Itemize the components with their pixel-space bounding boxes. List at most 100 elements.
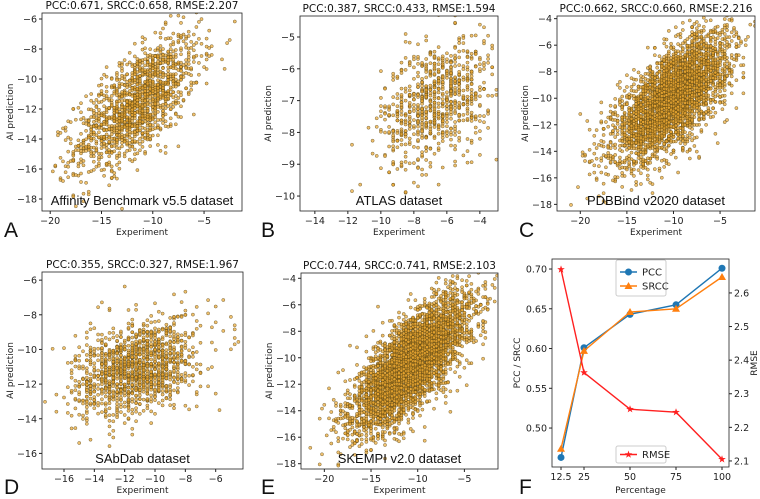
scatter-point <box>583 159 587 163</box>
panel-letter: B <box>261 219 275 242</box>
scatter-point <box>395 145 400 150</box>
scatter-point <box>580 153 585 158</box>
scatter-point <box>634 180 639 184</box>
scatter-point <box>727 81 732 85</box>
scatter-point <box>207 28 212 33</box>
panel-letter: A <box>4 219 18 242</box>
scatter-point <box>457 55 462 60</box>
scatter-point <box>391 182 396 187</box>
scatter-point <box>715 67 720 71</box>
scatter-point <box>725 40 729 44</box>
scatter-point <box>604 172 608 176</box>
scatter-point <box>625 85 629 89</box>
scatter-point <box>445 90 449 95</box>
scatter-point <box>399 100 404 105</box>
scatter-point <box>412 145 416 149</box>
scatter-point <box>469 56 474 61</box>
scatter-point <box>632 174 636 178</box>
scatter-point <box>403 120 408 124</box>
scatter-point <box>692 35 697 39</box>
scatter-point <box>204 36 209 41</box>
scatter-point <box>143 126 147 131</box>
scatter-point <box>412 57 416 62</box>
x-tick-label: −12 <box>338 216 358 227</box>
scatter-point <box>156 63 160 68</box>
scatter-point <box>387 107 391 112</box>
scatter-point <box>166 65 171 70</box>
scatter-point <box>140 114 145 118</box>
scatter-point <box>135 168 140 172</box>
scatter-point <box>379 114 383 119</box>
scatter-point <box>383 86 387 91</box>
scatter-point <box>109 94 114 98</box>
scatter-point <box>687 18 692 23</box>
scatter-point <box>403 86 408 91</box>
scatter-point <box>181 15 186 20</box>
scatter-point <box>725 28 729 33</box>
scatter-point <box>132 111 137 116</box>
scatter-point <box>420 167 424 172</box>
scatter-point <box>449 54 453 58</box>
scatter-point <box>73 173 78 177</box>
scatter-point <box>627 164 632 169</box>
scatter-point <box>109 175 114 180</box>
scatter-point <box>711 83 715 87</box>
scatter-point <box>428 93 433 98</box>
scatter-point <box>153 94 158 98</box>
scatter-point <box>743 38 748 42</box>
scatter-point <box>135 75 140 79</box>
scatter-point <box>125 148 129 153</box>
scatter-point <box>416 113 420 118</box>
scatter-point <box>87 238 90 241</box>
scatter-point <box>143 51 147 56</box>
scatter-point <box>478 114 482 118</box>
scatter-point <box>585 196 590 201</box>
scatter-point <box>135 98 140 103</box>
scatter-point <box>199 17 204 21</box>
scatter-point <box>722 17 727 21</box>
scatter-point <box>391 74 396 79</box>
scatter-point <box>482 87 486 92</box>
scatter-point <box>194 80 199 85</box>
scatter-point <box>148 103 153 107</box>
scatter-point <box>659 175 664 180</box>
scatter-point <box>84 94 88 99</box>
scatter-point <box>469 115 474 120</box>
scatter-point <box>163 37 168 41</box>
scatter-point <box>416 93 420 97</box>
scatter-point <box>478 85 482 89</box>
scatter-point <box>102 135 106 139</box>
scatter-points <box>50 13 237 241</box>
scatter-point <box>99 168 104 173</box>
scatter-point <box>407 88 412 93</box>
scatter-point <box>135 132 140 136</box>
scatter-point <box>171 81 176 86</box>
scatter-point <box>387 125 391 129</box>
scatter-point <box>424 149 429 153</box>
scatter-point <box>701 28 706 33</box>
scatter-point <box>432 55 437 59</box>
scatter-point <box>140 139 145 144</box>
scatter-point <box>370 151 375 156</box>
scatter-point <box>171 105 176 109</box>
scatter-point <box>604 165 608 170</box>
scatter-point <box>424 172 429 177</box>
scatter-point <box>127 157 132 162</box>
scatter-point <box>86 123 91 128</box>
scatter-point <box>140 108 145 113</box>
scatter-point <box>86 148 91 152</box>
scatter-point <box>153 115 158 120</box>
scatter-point <box>127 50 132 55</box>
scatter-point <box>63 138 68 142</box>
scatter-point <box>403 32 408 36</box>
scatter-point <box>412 65 416 70</box>
scatter-point <box>436 62 441 67</box>
scatter-point <box>143 84 147 89</box>
scatter-point <box>592 170 597 175</box>
scatter-point <box>692 22 697 26</box>
scatter-point <box>395 131 400 135</box>
scatter-point <box>403 56 408 60</box>
scatter-point <box>412 106 416 111</box>
scatter-point <box>125 118 129 123</box>
scatter-point <box>606 124 611 129</box>
